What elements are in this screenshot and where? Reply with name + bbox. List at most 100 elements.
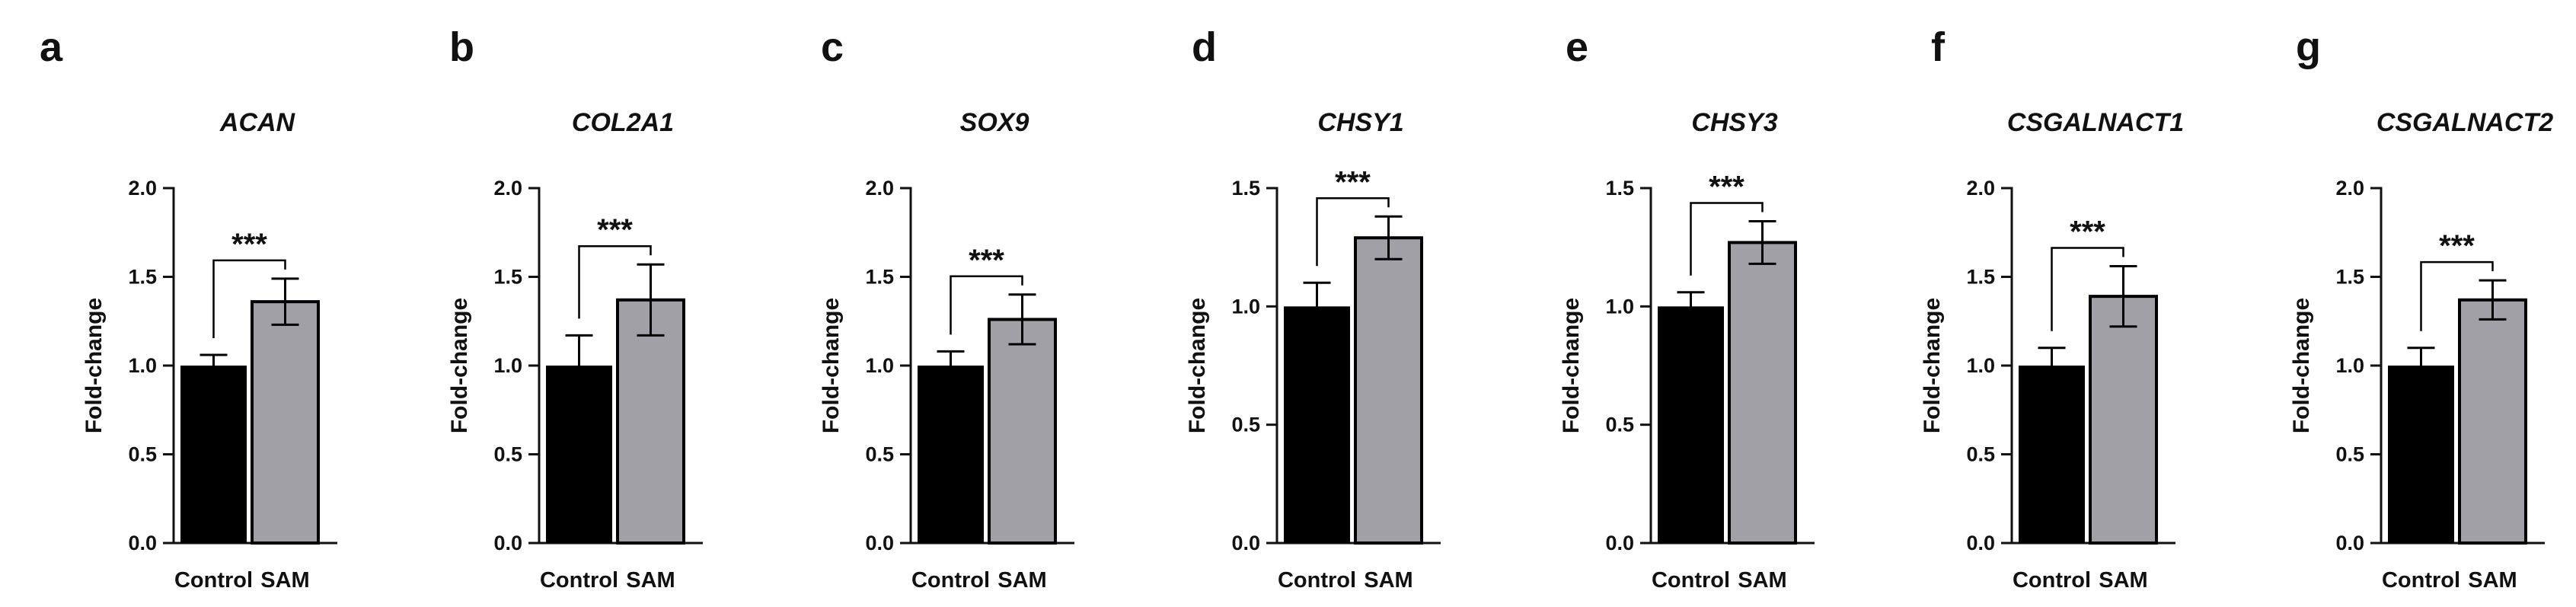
significance-label: ***: [597, 213, 633, 247]
significance-label: ***: [2439, 229, 2475, 263]
x-category-label-sam: SAM: [2099, 568, 2147, 593]
y-axis-label: Fold-change: [1185, 298, 1210, 433]
y-tick-label: 0.5: [1605, 414, 1634, 436]
y-tick-label: 1.5: [2335, 266, 2364, 289]
y-axis-label: Fold-change: [819, 298, 844, 433]
significance-label: ***: [231, 228, 267, 261]
panel-letter: f: [1931, 24, 1946, 70]
y-tick-label: 1.5: [128, 266, 157, 289]
x-category-label-sam: SAM: [1364, 568, 1412, 593]
bar-sam: [988, 318, 1057, 545]
bar-control: [918, 366, 984, 543]
x-category-label-control: Control: [911, 568, 990, 593]
significance-bracket: [2051, 247, 2124, 331]
panel-g: g CSGALNACT2 Fold-change 0.0 0.5 1.0 1.5 2.0 Con…: [2289, 24, 2553, 593]
bar-sam: [1728, 241, 1797, 545]
gene-title: CHSY1: [1317, 108, 1403, 137]
panel-b: b COL2A1 Fold-change 0.0 0.5 1.0 1.5 2.0 Control…: [447, 24, 703, 593]
x-category-label-control: Control: [2382, 568, 2460, 593]
x-category-label-control: Control: [174, 568, 253, 593]
significance-label: ***: [969, 244, 1004, 277]
y-tick-label: 2.0: [2335, 177, 2364, 200]
bar-sam: [251, 300, 320, 545]
panel-letter: d: [1192, 24, 1217, 70]
x-category-label-control: Control: [2013, 568, 2091, 593]
x-category-label-sam: SAM: [626, 568, 675, 593]
y-tick-label: 1.5: [865, 266, 894, 289]
panel-letter: g: [2296, 24, 2321, 70]
y-tick-label: 1.0: [493, 354, 522, 377]
y-tick-label: 2.0: [493, 177, 522, 200]
gene-title: ACAN: [219, 108, 296, 137]
panel-c: c SOX9 Fold-change 0.0 0.5 1.0 1.5 2.0 Control SA…: [819, 24, 1074, 593]
x-category-label-sam: SAM: [2468, 568, 2517, 593]
significance-bracket: [1316, 197, 1390, 267]
y-tick-label: 0.5: [493, 443, 522, 466]
y-tick-label: 1.0: [865, 354, 894, 377]
y-tick-label: 1.0: [1966, 354, 1995, 377]
significance-label: ***: [1709, 170, 1744, 203]
x-category-label-control: Control: [1278, 568, 1356, 593]
y-axis-label: Fold-change: [447, 298, 472, 433]
y-tick-label: 2.0: [1966, 177, 1995, 200]
panel-letter: e: [1566, 24, 1588, 70]
y-tick-label: 0.0: [128, 532, 157, 554]
y-tick-label: 1.5: [493, 266, 522, 289]
y-tick-label: 0.5: [128, 443, 157, 466]
y-tick-label: 2.0: [865, 177, 894, 200]
x-category-label-control: Control: [1652, 568, 1730, 593]
significance-bracket: [950, 275, 1023, 335]
y-tick-label: 0.5: [1231, 414, 1260, 436]
gene-title: CSGALNACT2: [2376, 108, 2553, 137]
y-tick-label: 1.0: [1231, 295, 1260, 318]
significance-bracket: [1690, 202, 1764, 276]
y-tick-label: 0.0: [1231, 532, 1260, 554]
y-tick-label: 0.5: [2335, 443, 2364, 466]
y-axis-label: Fold-change: [1920, 298, 1945, 433]
y-tick-label: 0.0: [1605, 532, 1634, 554]
panel-letter: a: [40, 24, 63, 70]
gene-title: CSGALNACT1: [2007, 108, 2184, 137]
y-tick-label: 0.0: [865, 532, 894, 554]
bar-control: [1284, 306, 1350, 543]
y-tick-label: 1.5: [1966, 266, 1995, 289]
y-tick-label: 1.5: [1605, 177, 1634, 200]
bar-sam: [2458, 298, 2527, 545]
significance-bracket: [2420, 260, 2494, 331]
significance-bracket: [212, 259, 286, 339]
bar-control: [2388, 366, 2454, 543]
bar-control: [1658, 306, 1724, 543]
bar-sam: [1354, 236, 1423, 545]
x-category-label-sam: SAM: [260, 568, 309, 593]
gene-title: CHSY3: [1691, 108, 1777, 137]
y-axis-label: Fold-change: [2289, 298, 2314, 433]
y-tick-label: 0.0: [2335, 532, 2364, 554]
y-tick-label: 1.0: [1605, 295, 1634, 318]
panel-letter: b: [449, 24, 474, 70]
gene-title: COL2A1: [572, 108, 674, 137]
y-tick-label: 1.0: [2335, 354, 2364, 377]
panel-f: f CSGALNACT1 Fold-change 0.0 0.5 1.0 1.5 2.0 Con…: [1920, 24, 2184, 593]
x-category-label-control: Control: [540, 568, 618, 593]
y-axis-label: Fold-change: [1559, 298, 1584, 433]
y-tick-label: 1.0: [128, 354, 157, 377]
panel-a: a ACAN Fold-change 0.0 0.5 1.0 1.5 2.0 Control SA…: [40, 24, 337, 593]
x-category-label-sam: SAM: [998, 568, 1046, 593]
x-category-label-sam: SAM: [1738, 568, 1786, 593]
bar-control: [2019, 366, 2085, 543]
panel-letter: c: [821, 24, 844, 70]
significance-label: ***: [2070, 216, 2105, 249]
bar-sam: [616, 298, 685, 545]
y-tick-label: 0.0: [493, 532, 522, 554]
panel-e: e CHSY3 Fold-change 0.0 0.5 1.0 1.5 Control SAM *…: [1559, 24, 1815, 593]
y-tick-label: 2.0: [128, 177, 157, 200]
y-tick-label: 0.0: [1966, 532, 1995, 554]
y-tick-label: 0.5: [1966, 443, 1995, 466]
y-tick-label: 0.5: [865, 443, 894, 466]
gene-title: SOX9: [960, 108, 1029, 137]
significance-bracket: [578, 244, 652, 319]
bar-sam: [2089, 295, 2158, 545]
y-axis-label: Fold-change: [81, 298, 107, 433]
y-tick-label: 1.5: [1231, 177, 1260, 200]
